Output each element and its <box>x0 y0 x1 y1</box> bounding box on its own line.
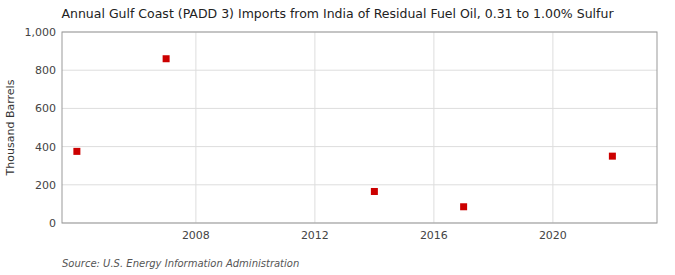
x-grid-line <box>433 32 434 223</box>
point <box>73 148 80 155</box>
x-grid-line <box>552 32 553 223</box>
y-grid-line <box>62 70 657 71</box>
plot-frame <box>62 32 657 223</box>
point <box>460 203 467 210</box>
x-tick-label: 2016 <box>420 229 448 242</box>
y-grid-line <box>62 184 657 185</box>
x-tick-label: 2012 <box>301 229 329 242</box>
grid <box>62 32 657 223</box>
y-grid-line <box>62 108 657 109</box>
y-grid-line <box>62 146 657 147</box>
source-note: Source: U.S. Energy Information Administ… <box>62 258 299 269</box>
point <box>163 55 170 62</box>
chart-container: Annual Gulf Coast (PADD 3) Imports from … <box>0 0 675 275</box>
x-tick-label: 2008 <box>182 229 210 242</box>
title: Annual Gulf Coast (PADD 3) Imports from … <box>61 6 614 21</box>
points <box>73 55 616 210</box>
y-tick-label: 600 <box>35 102 56 115</box>
y-tick-label: 400 <box>35 141 56 154</box>
point <box>371 188 378 195</box>
y-tick-label: 0 <box>49 217 56 230</box>
x-tick-label: 2020 <box>539 229 567 242</box>
y-tick-label: 1,000 <box>25 26 57 39</box>
x-grid-line <box>195 32 196 223</box>
y-tick-label: 800 <box>35 64 56 77</box>
y-axis-label: Thousand Barrels <box>4 79 17 176</box>
chart-svg: Annual Gulf Coast (PADD 3) Imports from … <box>0 0 675 275</box>
y-tick-label: 200 <box>35 179 56 192</box>
x-grid-line <box>314 32 315 223</box>
point <box>609 153 616 160</box>
